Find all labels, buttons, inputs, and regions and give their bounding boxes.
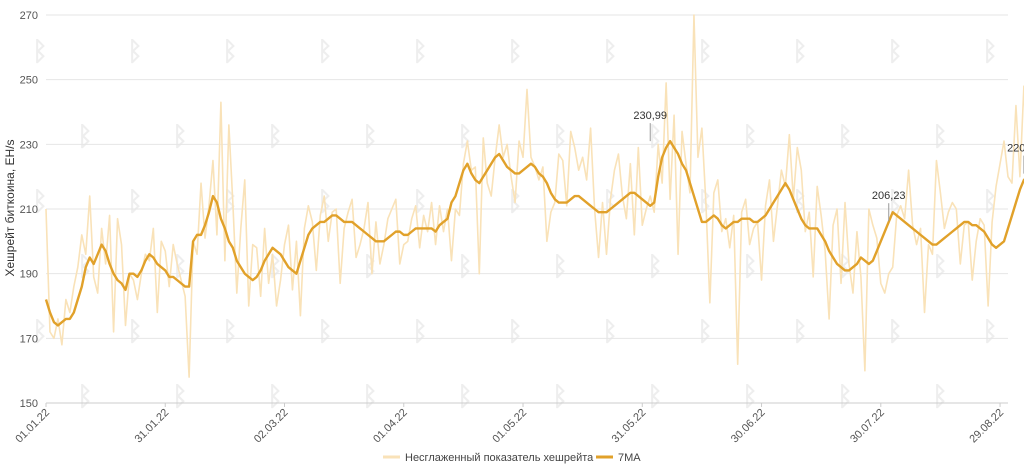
bits-logo-icon: ᛒ — [412, 37, 428, 67]
bits-logo-icon: ᛒ — [362, 122, 378, 152]
annotation-label: 230,99 — [633, 110, 667, 122]
y-tick-label: 210 — [20, 204, 38, 216]
bits-logo-icon: ᛒ — [552, 252, 568, 282]
bits-logo-icon: ᛒ — [552, 382, 568, 412]
bits-logo-icon: ᛒ — [742, 252, 758, 282]
bits-logo-icon: ᛒ — [982, 37, 998, 67]
bits-logo-icon: ᛒ — [127, 37, 143, 67]
bits-logo-icon: ᛒ — [602, 37, 618, 67]
bits-logo-icon: ᛒ — [697, 37, 713, 67]
7ma-line — [44, 139, 1024, 327]
bits-logo-icon: ᛒ — [32, 37, 48, 67]
bits-logo-icon: ᛒ — [647, 122, 663, 152]
bits-logo-icon: ᛒ — [457, 122, 473, 152]
legend-label-raw[interactable]: Несглаженный показатель хешрейта — [405, 452, 594, 464]
bits-logo-icon: ᛒ — [32, 317, 48, 347]
y-tick-label: 170 — [20, 333, 38, 345]
bits-logo-icon: ᛒ — [887, 317, 903, 347]
raw-hashrate-line — [45, 14, 1024, 378]
y-tick-label: 150 — [20, 398, 38, 410]
bits-logo-icon: ᛒ — [172, 122, 188, 152]
annotation-label: 220,96 — [1007, 143, 1024, 155]
bits-logo-icon: ᛒ — [507, 317, 523, 347]
bits-logo-icon: ᛒ — [647, 252, 663, 282]
annotation-label: 206,23 — [872, 190, 906, 202]
bits-logo-icon: ᛒ — [837, 382, 853, 412]
bits-logo-icon: ᛒ — [222, 37, 238, 67]
annotations-layer: 230,99 206,23 220,96 — [633, 110, 1024, 222]
bits-logo-icon: ᛒ — [932, 382, 948, 412]
bits-logo-icon: ᛒ — [362, 252, 378, 282]
legend-label-ma[interactable]: 7MA — [618, 452, 641, 464]
bits-logo-icon: ᛒ — [887, 37, 903, 67]
bits-logo-icon: ᛒ — [507, 37, 523, 67]
bits-logo-icon: ᛒ — [792, 317, 808, 347]
y-tick-label: 190 — [20, 269, 38, 281]
bits-logo-icon: ᛒ — [222, 187, 238, 217]
y-tick-label: 250 — [20, 75, 38, 87]
bits-logo-icon: ᛒ — [457, 382, 473, 412]
bits-logo-icon: ᛒ — [602, 317, 618, 347]
bits-logo-icon: ᛒ — [792, 37, 808, 67]
bits-logo-icon: ᛒ — [932, 122, 948, 152]
series-layer — [44, 14, 1024, 378]
y-tick-label: 230 — [20, 139, 38, 151]
bits-logo-icon: ᛒ — [77, 122, 93, 152]
bits-logo-icon: ᛒ — [742, 382, 758, 412]
bits-logo-icon: ᛒ — [837, 122, 853, 152]
bits-logo-icon: ᛒ — [317, 37, 333, 67]
bits-logo-icon: ᛒ — [697, 317, 713, 347]
y-tick-label: 270 — [20, 10, 38, 22]
bits-logo-icon: ᛒ — [127, 187, 143, 217]
bits-logo-icon: ᛒ — [267, 382, 283, 412]
bits-logo-icon: ᛒ — [127, 317, 143, 347]
bits-logo-icon: ᛒ — [222, 317, 238, 347]
bits-logo-icon: ᛒ — [932, 252, 948, 282]
bits-logo-icon: ᛒ — [362, 382, 378, 412]
y-axis-title: Хешрейт биткоина, EH/s — [3, 140, 17, 277]
bits-logo-icon: ᛒ — [412, 187, 428, 217]
bits-logo-icon: ᛒ — [317, 317, 333, 347]
bits-logo-icon: ᛒ — [742, 122, 758, 152]
bits-logo-icon: ᛒ — [412, 317, 428, 347]
bits-logo-icon: ᛒ — [267, 122, 283, 152]
bits-logo-icon: ᛒ — [172, 382, 188, 412]
bits-logo-icon: ᛒ — [457, 252, 473, 282]
bits-logo-icon: ᛒ — [982, 317, 998, 347]
bits-logo-icon: ᛒ — [32, 187, 48, 217]
legend[interactable]: Несглаженный показатель хешрейта 7MA — [383, 452, 641, 464]
bits-logo-icon: ᛒ — [77, 382, 93, 412]
bits-logo-icon: ᛒ — [647, 382, 663, 412]
bits-logo-icon: ᛒ — [552, 122, 568, 152]
y-axis: 150 170 190 210 230 250 270 — [20, 10, 38, 410]
